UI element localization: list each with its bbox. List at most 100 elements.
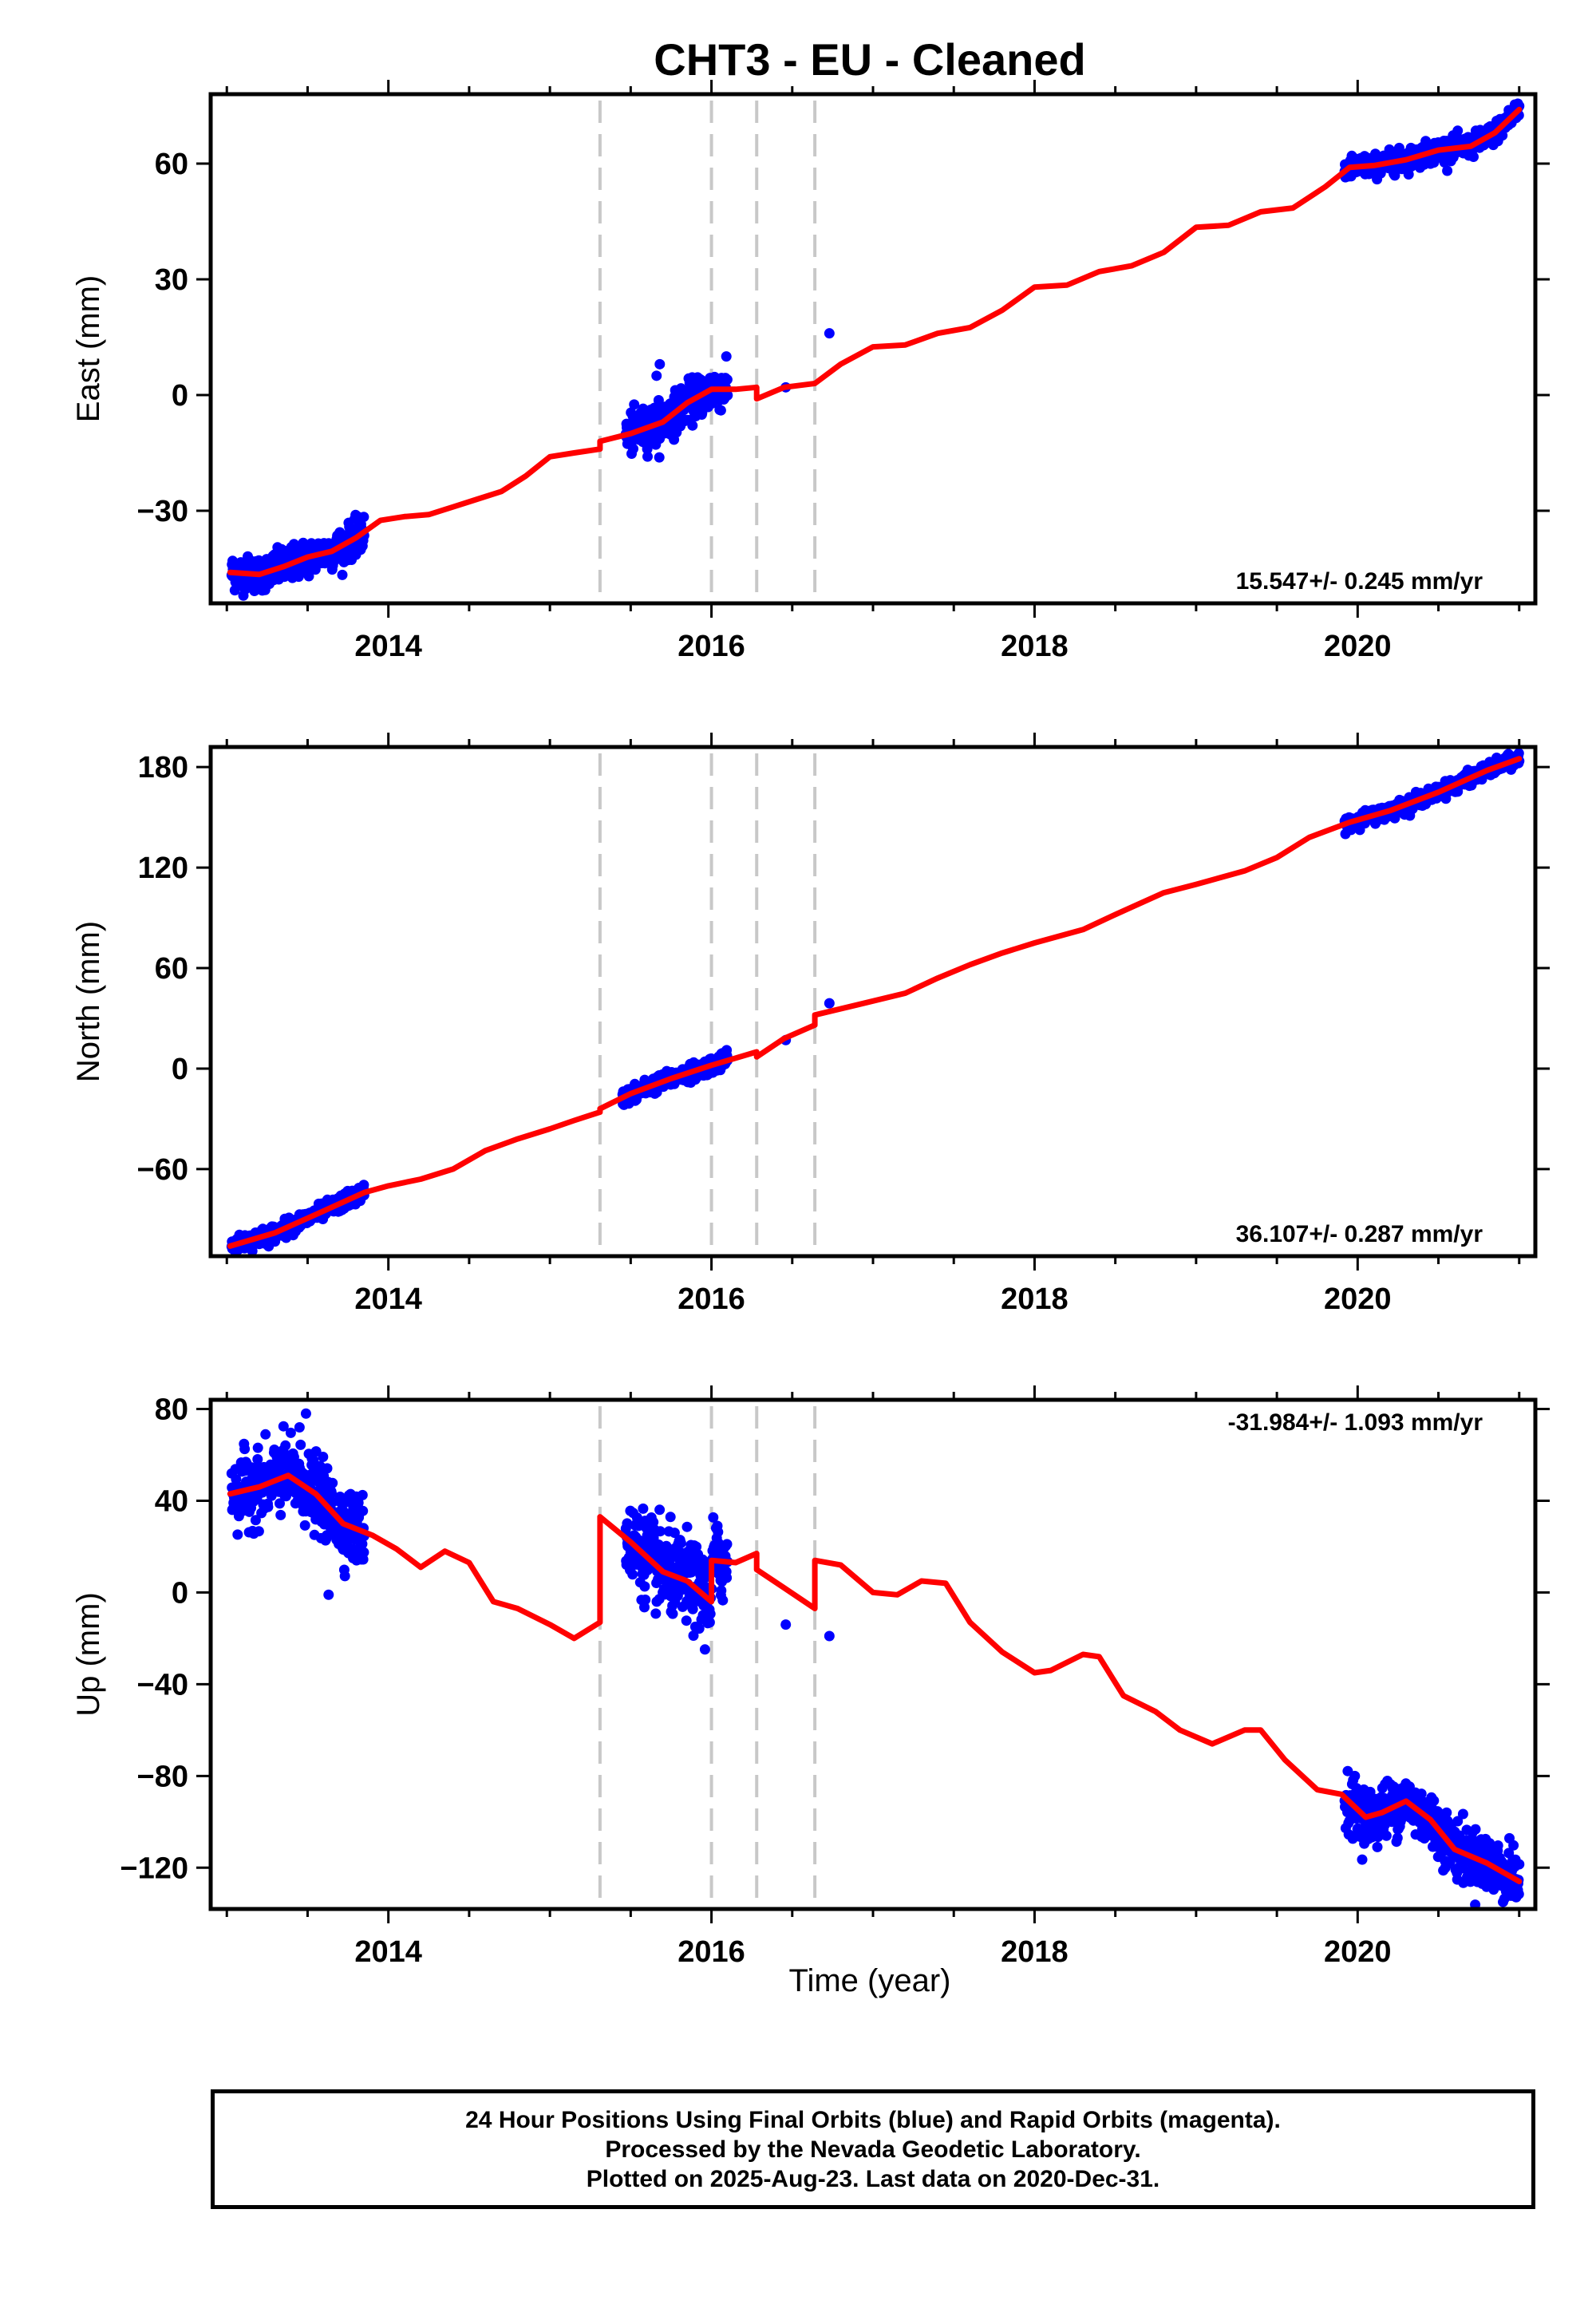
page-title: CHT3 - EU - Cleaned xyxy=(654,34,1086,85)
y-tick-label: 0 xyxy=(172,1576,188,1610)
y-tick-label: 60 xyxy=(155,148,188,181)
data-point xyxy=(1514,1859,1525,1870)
x-tick-label: 2020 xyxy=(1324,630,1392,663)
panel-2: −60 0 60 120 180 2014 2016 2018 2020 North (mm) 36… xyxy=(71,733,1550,1316)
data-point xyxy=(358,512,369,523)
data-point xyxy=(639,1581,650,1592)
data-point xyxy=(310,1446,322,1457)
data-point xyxy=(1442,165,1453,176)
data-point xyxy=(353,1497,364,1508)
footer-line-3: Plotted on 2025-Aug-23. Last data on 202… xyxy=(586,2165,1160,2192)
data-point xyxy=(294,1421,305,1433)
data-point xyxy=(704,1617,715,1628)
data-point xyxy=(275,1509,286,1520)
y-tick-label: −30 xyxy=(137,495,188,528)
data-point xyxy=(1381,1830,1392,1841)
data-point xyxy=(1452,125,1464,136)
footer-box: 24 Hour Positions Using Final Orbits (bl… xyxy=(211,2089,1535,2209)
data-point xyxy=(280,1440,291,1451)
data-point xyxy=(300,1408,311,1419)
data-point xyxy=(1470,1824,1481,1835)
data-point xyxy=(651,370,662,381)
model-line xyxy=(227,106,1523,578)
data-point xyxy=(299,1520,310,1531)
y-tick-label: 40 xyxy=(155,1484,188,1518)
x-tick-label: 2016 xyxy=(678,1282,745,1316)
data-point xyxy=(687,1603,698,1614)
data-point xyxy=(358,1547,369,1558)
y-tick-label: 0 xyxy=(172,1053,188,1086)
x-tick-label: 2018 xyxy=(1001,1282,1069,1316)
data-point xyxy=(1389,170,1400,181)
y-tick-label: 180 xyxy=(138,751,188,785)
y-axis-label: Up (mm) xyxy=(71,1592,106,1717)
data-point xyxy=(1428,1795,1440,1806)
data-point xyxy=(653,1539,664,1550)
data-point xyxy=(654,1526,666,1537)
data-point xyxy=(339,1571,350,1582)
rate-label: 15.547+/- 0.245 mm/yr xyxy=(1236,568,1483,595)
panel-plot xyxy=(226,748,1525,1256)
data-point xyxy=(638,1503,649,1514)
data-point xyxy=(717,1595,729,1606)
data-point xyxy=(628,443,638,454)
y-axis-label: East (mm) xyxy=(71,275,106,422)
data-point xyxy=(327,1477,338,1488)
data-point xyxy=(303,571,314,582)
data-point xyxy=(1513,1888,1524,1899)
data-point xyxy=(715,405,726,416)
data-point xyxy=(653,395,664,405)
data-point xyxy=(667,1608,678,1619)
data-point xyxy=(232,1529,243,1540)
y-tick-label: −60 xyxy=(137,1153,188,1187)
data-point xyxy=(654,452,665,463)
x-tick-label: 2016 xyxy=(678,630,745,663)
data-point xyxy=(357,1489,368,1500)
data-point xyxy=(326,1488,337,1499)
data-point xyxy=(627,1569,638,1580)
panel-1: −30 0 30 60 2014 2016 2018 2020 East (mm) 15.547+… xyxy=(71,80,1550,663)
model-line xyxy=(227,756,1523,1249)
data-point xyxy=(654,358,666,370)
y-tick-label: 60 xyxy=(155,952,188,986)
data-point xyxy=(253,1526,264,1537)
rate-label: 36.107+/- 0.287 mm/yr xyxy=(1236,1221,1483,1247)
x-tick-label: 2018 xyxy=(1001,1935,1069,1969)
data-point xyxy=(824,1630,835,1642)
data-point xyxy=(705,1608,716,1619)
x-tick-label: 2016 xyxy=(678,1935,745,1969)
data-point xyxy=(669,1528,680,1539)
data-point xyxy=(357,1539,368,1550)
x-tick-label: 2020 xyxy=(1324,1282,1392,1316)
data-point xyxy=(1468,152,1479,162)
data-point xyxy=(275,1498,285,1509)
data-point xyxy=(622,1518,633,1529)
data-point xyxy=(681,1521,693,1532)
data-point xyxy=(318,1452,329,1462)
footer-line-2: Processed by the Nevada Geodetic Laborat… xyxy=(605,2136,1141,2163)
data-point xyxy=(239,1444,251,1455)
panel-plot xyxy=(226,1408,1525,1909)
data-point xyxy=(1392,1832,1403,1844)
data-point xyxy=(699,1644,710,1655)
data-point xyxy=(642,451,653,462)
data-point xyxy=(654,1504,666,1516)
data-point xyxy=(721,351,732,362)
data-point xyxy=(716,1585,727,1596)
data-point xyxy=(675,1538,686,1548)
data-point xyxy=(1508,1840,1519,1851)
data-point xyxy=(640,1595,651,1605)
y-axis-label: North (mm) xyxy=(71,921,106,1082)
x-tick-label: 2018 xyxy=(1001,630,1069,663)
data-point xyxy=(824,998,835,1009)
y-tick-label: 0 xyxy=(172,379,188,413)
rate-label: -31.984+/- 1.093 mm/yr xyxy=(1228,1409,1483,1436)
data-point xyxy=(358,1505,369,1516)
x-tick-label: 2020 xyxy=(1324,1935,1392,1969)
data-point xyxy=(337,569,348,580)
data-point xyxy=(722,389,733,401)
model-line xyxy=(227,1472,1523,1884)
data-point xyxy=(263,1501,274,1512)
data-point xyxy=(642,444,653,455)
data-point xyxy=(1513,748,1524,759)
